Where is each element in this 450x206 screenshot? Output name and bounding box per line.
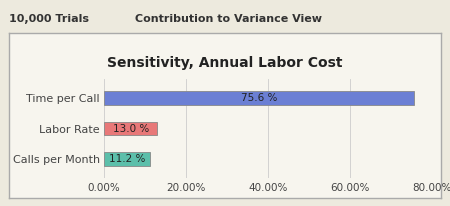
Bar: [104, 122, 158, 136]
Text: 10,000 Trials: 10,000 Trials: [9, 14, 89, 25]
Text: 75.6 %: 75.6 %: [241, 93, 277, 103]
Text: Sensitivity, Annual Labor Cost: Sensitivity, Annual Labor Cost: [107, 56, 343, 70]
Text: Contribution to Variance View: Contribution to Variance View: [135, 14, 322, 25]
Text: 13.0 %: 13.0 %: [112, 124, 149, 133]
Bar: [104, 91, 414, 105]
Bar: [104, 152, 150, 166]
Text: 11.2 %: 11.2 %: [109, 154, 145, 164]
